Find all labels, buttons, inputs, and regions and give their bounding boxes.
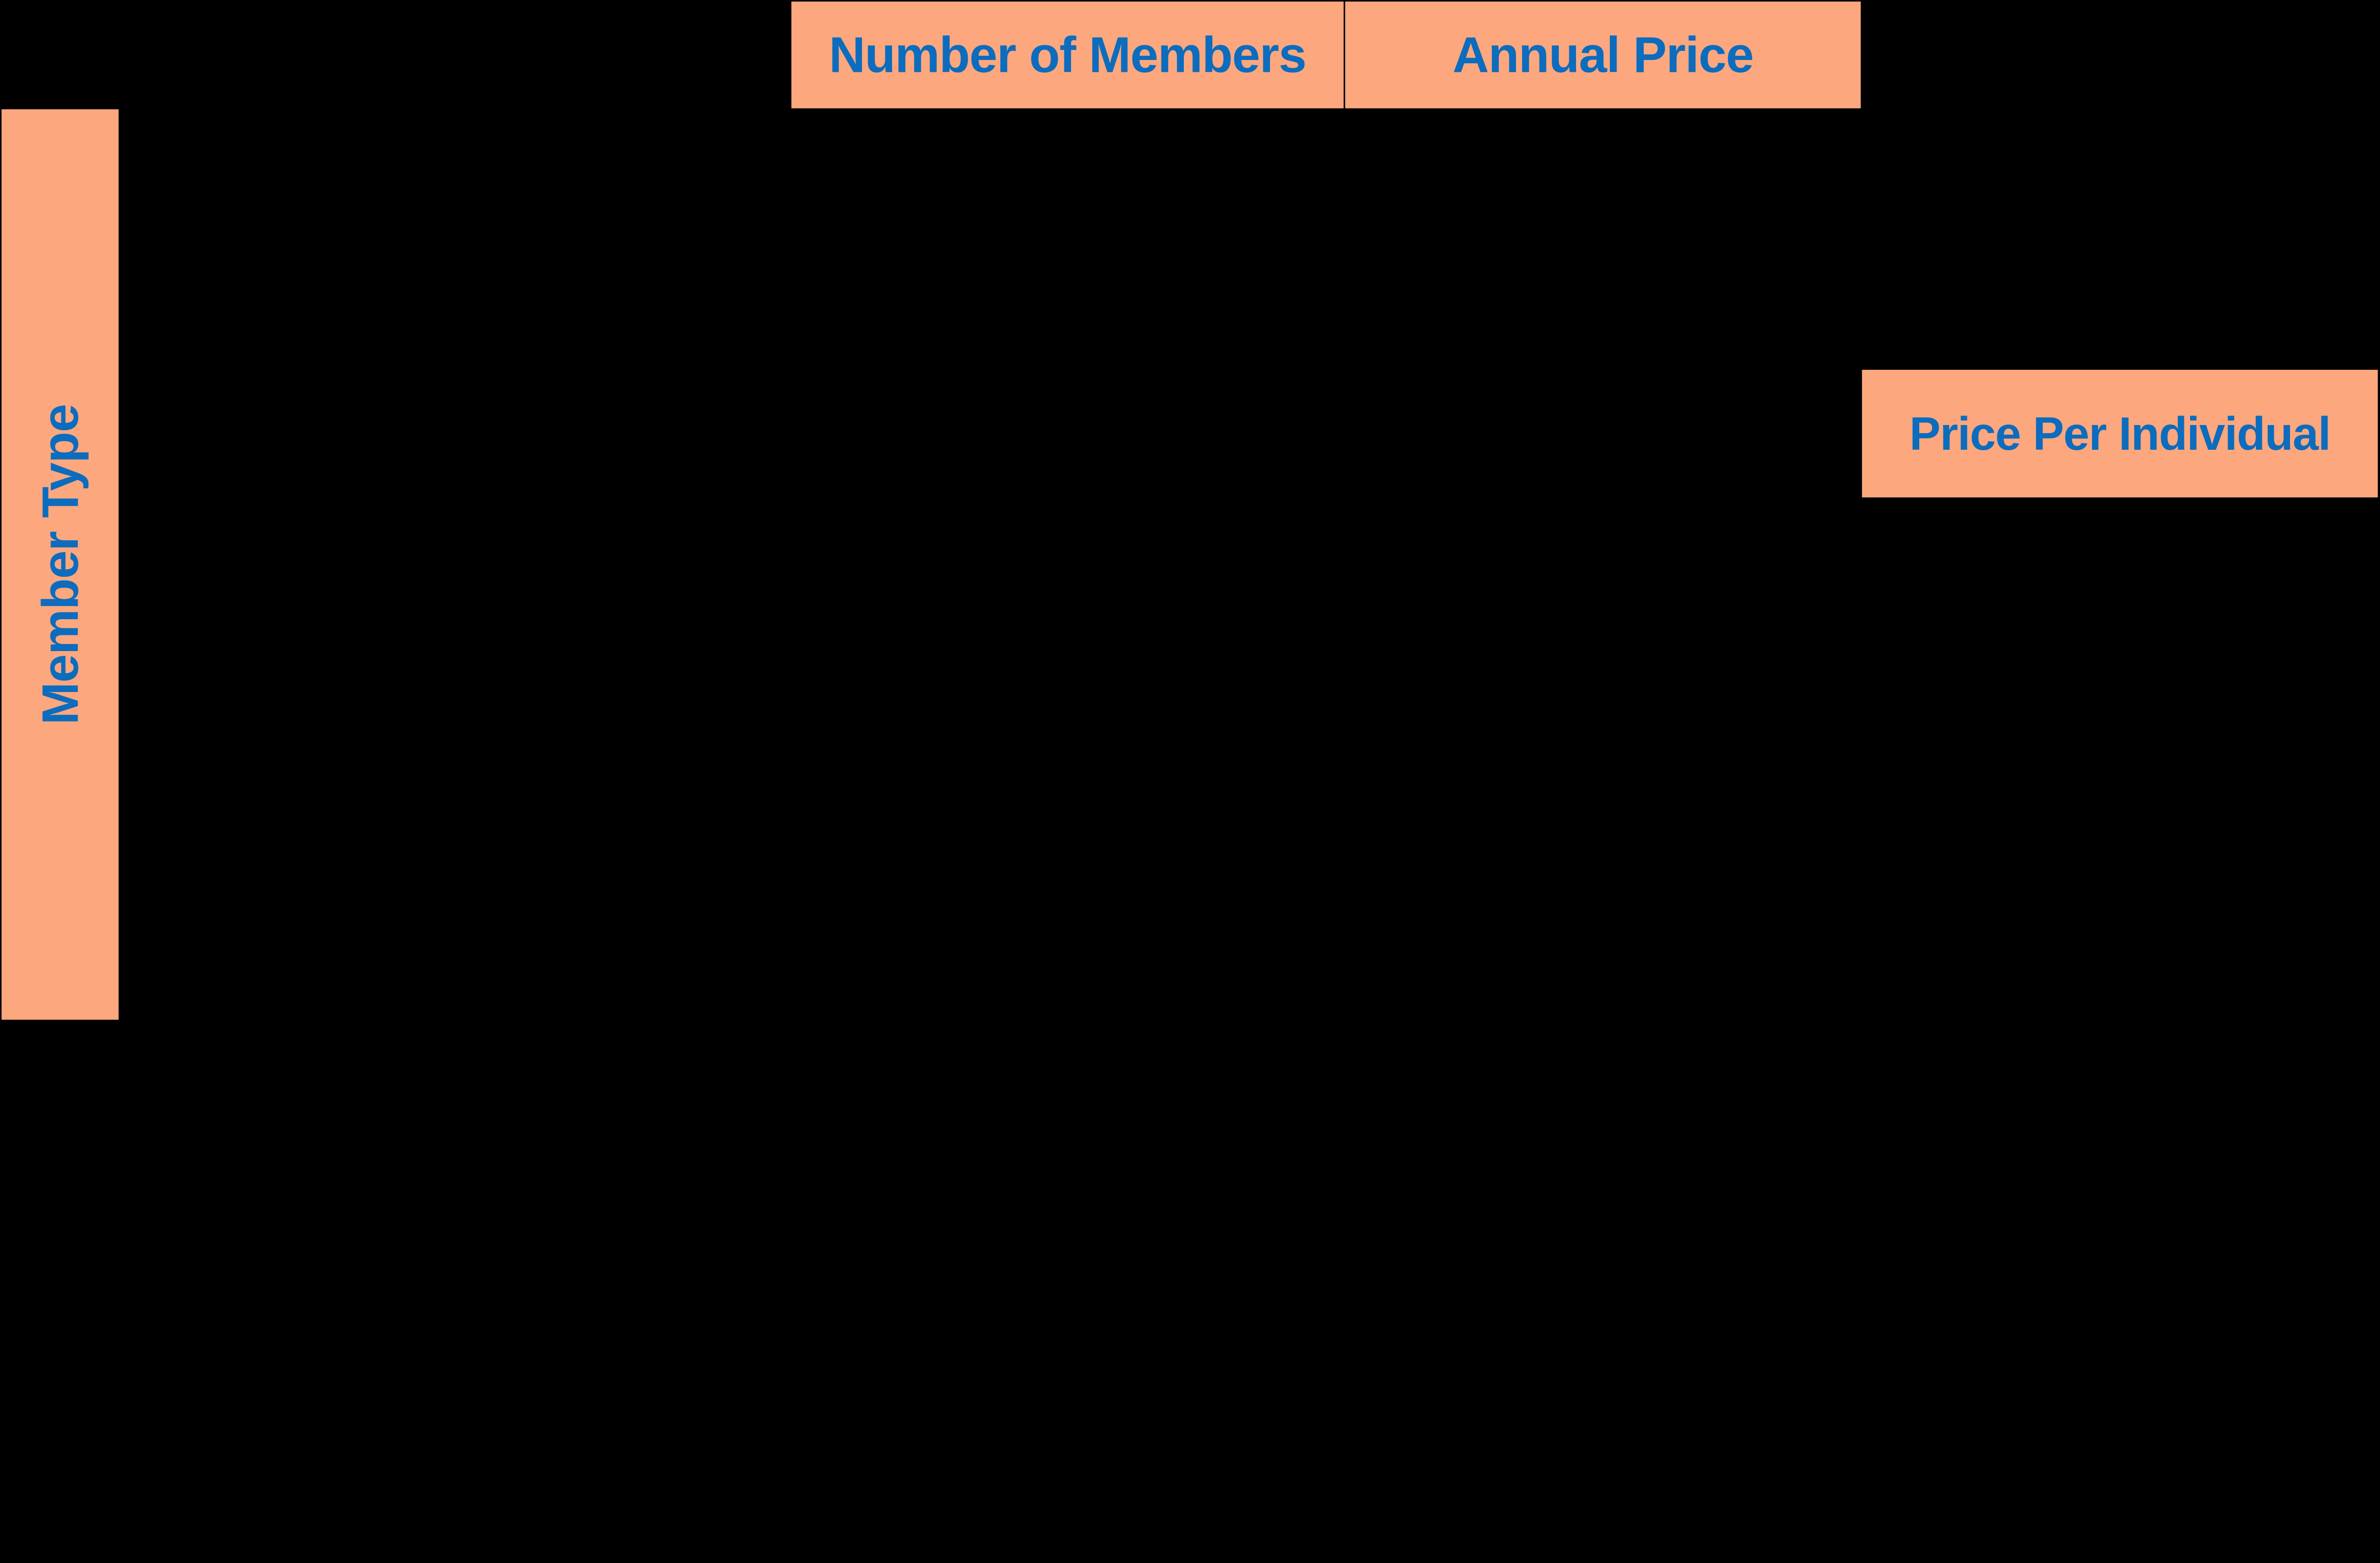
column-header-annual-price: Annual Price bbox=[1345, 1, 1861, 109]
row-axis-header-label: Member Type bbox=[31, 404, 89, 725]
pricing-table-canvas: Number of Members Annual Price Member Ty… bbox=[1, 1, 2378, 1020]
column-header-price-per-individual: Price Per Individual bbox=[1862, 369, 2378, 498]
column-header-number-of-members: Number of Members bbox=[791, 1, 1344, 109]
row-axis-header-member-type: Member Type bbox=[1, 109, 119, 1020]
